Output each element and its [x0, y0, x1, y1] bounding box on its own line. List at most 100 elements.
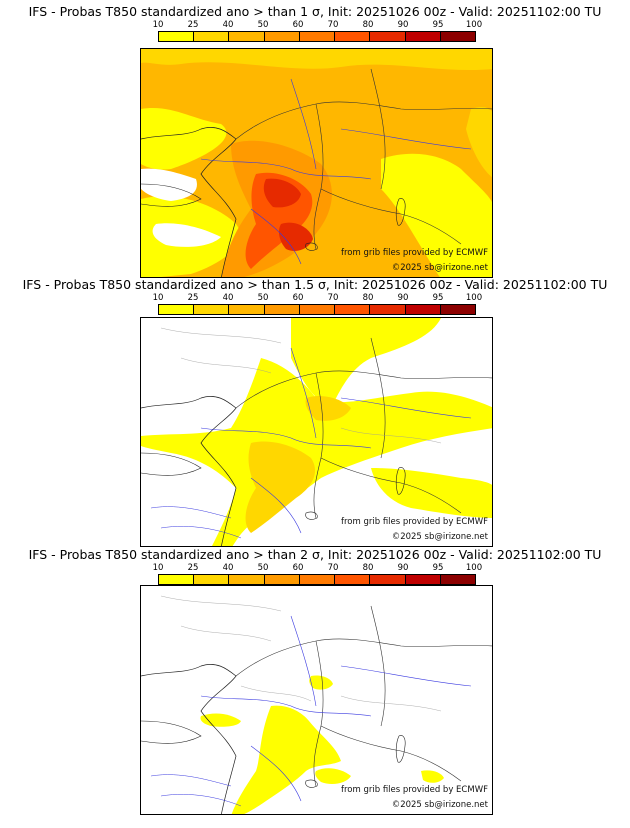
- colorbar-segment: [440, 305, 475, 314]
- tick-label: 95: [432, 293, 444, 303]
- colorbar-segment: [370, 575, 406, 584]
- prob-field: [315, 768, 351, 784]
- colorbar-segment: [405, 575, 441, 584]
- tick-label: 50: [257, 563, 269, 573]
- colorbar-segment: [440, 32, 475, 41]
- credit-source: from grib files provided by ECMWF: [341, 248, 488, 258]
- colorbar-segment: [264, 305, 300, 314]
- river: [200, 158, 372, 180]
- colorbar-segment: [159, 32, 195, 41]
- tick-label: 60: [292, 563, 304, 573]
- colorbar-segment: [229, 32, 265, 41]
- prob-field: [291, 318, 441, 408]
- map-graphic: [141, 49, 492, 277]
- border-line: [313, 640, 324, 787]
- tick-label: 60: [292, 20, 304, 30]
- river: [200, 427, 372, 449]
- colorbar: [158, 574, 476, 585]
- colorbar-segment: [194, 32, 230, 41]
- credit-source: from grib files provided by ECMWF: [341, 517, 488, 527]
- border-line: [313, 372, 324, 519]
- tick-label: 80: [362, 293, 374, 303]
- border-line: [320, 725, 462, 782]
- colorbar-segment: [229, 575, 265, 584]
- tick-label: 90: [397, 293, 409, 303]
- tick-label: 90: [397, 20, 409, 30]
- colorbar-segment: [335, 32, 371, 41]
- prob-field: [466, 107, 492, 178]
- tick-label: 95: [432, 563, 444, 573]
- tick-label: 10: [152, 20, 164, 30]
- border-line: [313, 103, 324, 250]
- colorbar-segment: [159, 305, 195, 314]
- tick-label: 70: [327, 20, 339, 30]
- colorbar-segment: [264, 32, 300, 41]
- river: [290, 347, 317, 439]
- colorbar-ticks: 10 25 40 50 60 70 80 90 95 100: [153, 563, 483, 574]
- colorbar-segment: [299, 305, 336, 314]
- river: [200, 695, 372, 717]
- admin-border: [160, 327, 442, 444]
- coastline: [141, 183, 202, 207]
- island-balearic: [305, 779, 318, 788]
- island-corsica: [395, 198, 406, 226]
- coastline: [141, 452, 202, 476]
- tick-label: 80: [362, 20, 374, 30]
- prob-field: [141, 358, 492, 546]
- colorbar-segment: [370, 305, 406, 314]
- map-panel-2: IFS - Probas T850 standardized ano > tha…: [0, 277, 630, 547]
- tick-label: 80: [362, 563, 374, 573]
- admin-border: [160, 595, 442, 712]
- border-line: [235, 638, 492, 677]
- prob-field: [309, 675, 333, 690]
- colorbar-ticks: 10 25 40 50 60 70 80 90 95 100: [153, 293, 483, 304]
- border-line: [370, 68, 386, 190]
- colorbar-segment: [194, 575, 230, 584]
- coastline: [141, 720, 202, 744]
- prob-field: [381, 153, 492, 277]
- credit-copyright: ©2025 sb@irizone.net: [391, 800, 488, 810]
- prob-field: [231, 705, 341, 814]
- border-line: [370, 605, 386, 727]
- island-balearic: [305, 511, 318, 520]
- colorbar-segment: [335, 575, 371, 584]
- colorbar: [158, 304, 476, 315]
- border-line: [370, 337, 386, 459]
- credit-copyright: ©2025 sb@irizone.net: [391, 532, 488, 542]
- probability-map: from grib files provided by ECMWF ©2025 …: [140, 317, 493, 547]
- island-corsica: [395, 467, 406, 495]
- colorbar-segment: [159, 575, 195, 584]
- tick-label: 70: [327, 563, 339, 573]
- map-graphic: [141, 586, 492, 814]
- river: [150, 506, 242, 539]
- river: [340, 665, 472, 687]
- credit-source: from grib files provided by ECMWF: [341, 785, 488, 795]
- colorbar-segment: [229, 305, 265, 314]
- colorbar-segment: [299, 575, 336, 584]
- prob-field: [421, 770, 444, 783]
- colorbar-segment: [299, 32, 336, 41]
- panel-title: IFS - Probas T850 standardized ano > tha…: [28, 547, 602, 562]
- colorbar-segment: [405, 305, 441, 314]
- tick-label: 60: [292, 293, 304, 303]
- colorbar-segment: [335, 305, 371, 314]
- probability-map: from grib files provided by ECMWF ©2025 …: [140, 585, 493, 815]
- colorbar-segment: [440, 575, 475, 584]
- tick-label: 40: [222, 20, 234, 30]
- border-line: [235, 370, 492, 409]
- colorbar: [158, 31, 476, 42]
- tick-label: 95: [432, 20, 444, 30]
- tick-label: 40: [222, 563, 234, 573]
- tick-label: 70: [327, 293, 339, 303]
- map-graphic: [141, 318, 492, 546]
- river: [250, 477, 302, 534]
- prob-field: [152, 223, 221, 247]
- tick-label: 50: [257, 293, 269, 303]
- river: [290, 615, 317, 707]
- panel-title: IFS - Probas T850 standardized ano > tha…: [28, 4, 602, 19]
- tick-label: 100: [465, 293, 483, 303]
- river: [340, 128, 472, 150]
- colorbar-ticks: 10 25 40 50 60 70 80 90 95 100: [153, 20, 483, 31]
- colorbar-segment: [405, 32, 441, 41]
- colorbar-legend: 10 25 40 50 60 70 80 90 95 100: [153, 20, 483, 46]
